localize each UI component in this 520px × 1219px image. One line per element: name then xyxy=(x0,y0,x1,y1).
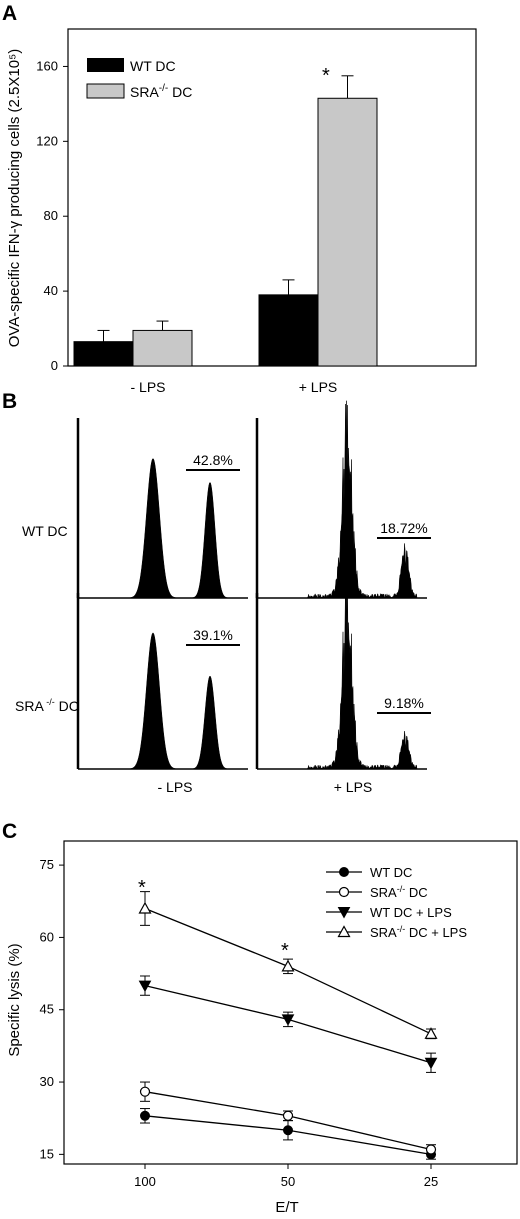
histogram-trace xyxy=(80,458,246,599)
legend-label-wt-dc: WT DC xyxy=(130,58,176,74)
y-tick-label: 160 xyxy=(36,58,58,73)
point xyxy=(425,1144,437,1155)
bar xyxy=(132,329,193,367)
point xyxy=(339,867,349,877)
point xyxy=(283,1125,293,1136)
panel-c-significance-star-100: * xyxy=(138,877,146,899)
panel-a-label: A xyxy=(2,2,17,25)
y-tick-label: 40 xyxy=(44,283,58,298)
column-label-minus-lps: - LPS xyxy=(157,779,192,795)
legend-label: SRA-/- DC xyxy=(370,884,428,900)
panel-c-legend: WT DC SRA-/- DC WT DC + LPS SRA-/- DC + LPS xyxy=(326,865,467,940)
point xyxy=(337,907,351,919)
legend-label: WT DC xyxy=(370,865,412,880)
point xyxy=(138,901,152,914)
row-label-wt-dc: WT DC xyxy=(22,523,68,539)
x-tick-label: - LPS xyxy=(130,379,165,395)
panel-a-bars xyxy=(73,75,378,367)
row-label-sra-dc: SRA -/- DC xyxy=(15,697,79,714)
panel-c-y-axis-title: Specific lysis (%) xyxy=(6,943,23,1056)
panel-c-significance-star-50: * xyxy=(281,940,289,962)
panel-c-x-axis-title: E/T xyxy=(275,1199,298,1216)
panel-a-y-axis: 0 40 80 120 160 xyxy=(36,58,68,373)
x-tick-label: 100 xyxy=(134,1174,156,1189)
point xyxy=(424,1027,438,1039)
histogram-trace xyxy=(80,632,246,770)
histogram-trace xyxy=(259,576,425,770)
x-tick-label: 25 xyxy=(424,1174,438,1189)
point xyxy=(424,1057,438,1070)
point xyxy=(139,1086,151,1097)
panel-c-plot-frame xyxy=(63,840,518,1165)
panel-a-x-ticks: - LPS + LPS xyxy=(130,379,337,395)
panel-c-label: C xyxy=(2,820,17,843)
legend-label: SRA-/- DC + LPS xyxy=(370,924,467,940)
panel-c-line-chart: 15 30 45 60 75 100 50 25 WT DC SRA-/- DC WT DC + … xyxy=(6,840,518,1216)
point xyxy=(281,1014,295,1026)
bar xyxy=(258,294,319,367)
point xyxy=(138,980,152,993)
point xyxy=(337,925,351,938)
panel-b-label: B xyxy=(2,390,17,413)
x-tick-label: + LPS xyxy=(299,379,338,395)
point xyxy=(338,886,350,898)
point xyxy=(282,1110,294,1121)
bar xyxy=(317,97,378,367)
gate-percentage: 39.1% xyxy=(193,627,233,643)
y-tick-label: 75 xyxy=(40,857,54,872)
y-tick-label: 80 xyxy=(44,208,58,223)
panel-a-y-axis-title: OVA-specific IFN-γ producing cells (2.5X… xyxy=(6,49,23,348)
bar xyxy=(73,341,134,367)
gate-percentage: 18.72% xyxy=(380,520,427,536)
panel-b-histogram-grid: 42.8% 18.72% 39.1% 9.18% xyxy=(76,400,431,770)
point xyxy=(281,959,295,972)
y-tick-label: 0 xyxy=(51,358,58,373)
y-tick-label: 60 xyxy=(40,929,54,944)
y-tick-label: 15 xyxy=(40,1146,54,1161)
panel-a-significance-star: * xyxy=(322,65,330,87)
legend-label: WT DC + LPS xyxy=(370,905,452,920)
y-tick-label: 120 xyxy=(36,133,58,148)
y-tick-label: 30 xyxy=(40,1074,54,1089)
y-tick-label: 45 xyxy=(40,1002,54,1017)
column-label-plus-lps: + LPS xyxy=(334,779,373,795)
histogram-trace xyxy=(259,400,425,599)
gate-percentage: 9.18% xyxy=(384,695,424,711)
panel-b-histograms: WT DC SRA -/- DC 42.8% 18.72% 39.1% 9.18% -… xyxy=(15,400,431,795)
legend-swatch-wt-dc xyxy=(87,58,124,72)
panel-c-axes: 15 30 45 60 75 100 50 25 xyxy=(40,857,439,1189)
x-tick-label: 50 xyxy=(281,1174,295,1189)
point xyxy=(140,1110,150,1121)
legend-swatch-sra-dc xyxy=(86,83,125,99)
panel-a-bar-chart: 0 40 80 120 160 - LPS + LPS WT DC SRA-/- DC *… xyxy=(6,28,477,395)
gate-percentage: 42.8% xyxy=(193,452,233,468)
legend-label-sra-dc: SRA-/- DC xyxy=(130,83,192,100)
panel-c-series xyxy=(138,891,438,1160)
